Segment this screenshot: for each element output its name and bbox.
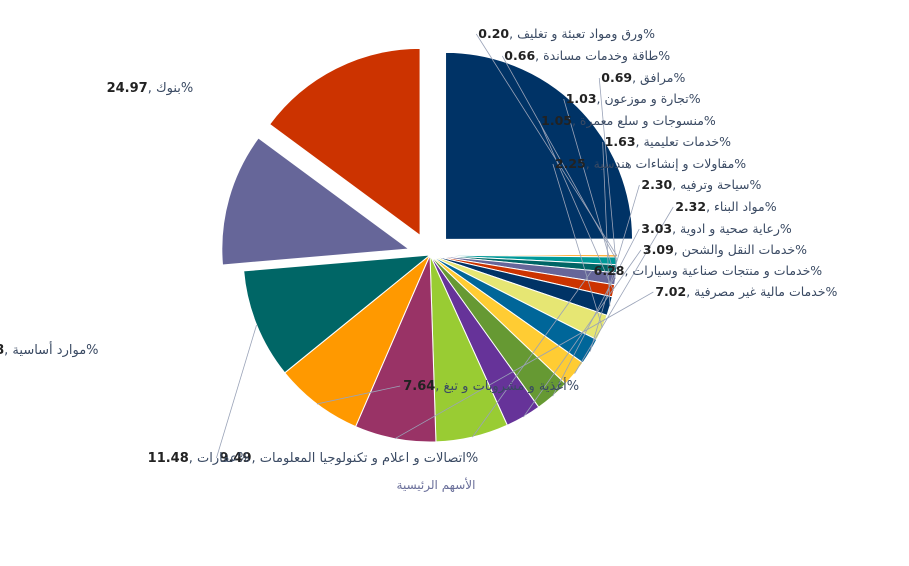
leader-line-9 — [574, 206, 674, 374]
data-label-6: %خدمات تعليمية ,1.63 — [605, 134, 731, 149]
data-label-name: %ورق ومواد تعبئة و تغليف , — [509, 26, 655, 42]
data-label-10: %رعاية صحية و ادوية ,3.03 — [641, 221, 792, 237]
data-label-name: %عقارات , — [189, 451, 250, 466]
leader-line-4 — [563, 98, 616, 279]
leader-line-8 — [589, 184, 640, 352]
data-label-value: 14.88 — [0, 343, 4, 358]
pie-slice-17 — [268, 47, 421, 237]
leader-line-14 — [316, 385, 401, 405]
data-label-name: %بنوك , — [148, 81, 194, 96]
data-label-name: %رعاية صحية و ادوية , — [672, 221, 792, 237]
leader-line-2 — [501, 55, 618, 262]
data-label-value: 0.20 — [478, 26, 509, 41]
data-labels: %بنوك ,24.97%ورق ومواد تعبئة و تغليف ,0.… — [0, 26, 838, 466]
data-label-value: 3.03 — [641, 221, 672, 236]
leader-line-15 — [216, 324, 257, 459]
leader-lines — [216, 33, 674, 459]
data-label-value: 3.09 — [643, 242, 674, 257]
data-label-0: %بنوك ,24.97 — [107, 81, 194, 96]
slices-layer — [221, 47, 634, 443]
data-label-value: 24.97 — [107, 81, 148, 96]
leader-line-13 — [394, 291, 654, 440]
data-label-5: %منسوجات و سلع معمرة ,1.05 — [541, 113, 716, 129]
pie-slice-0 — [445, 51, 634, 240]
data-label-name: %تجارة و موزعون , — [597, 91, 701, 107]
pie-slice-16 — [221, 137, 411, 266]
chart-caption: الأسهم الرئيسية — [397, 477, 476, 493]
data-label-value: 7.64 — [403, 379, 435, 394]
data-label-value: 6.28 — [594, 263, 625, 278]
data-label-value: 1.05 — [541, 113, 572, 128]
data-label-name: %مواد البناء , — [706, 199, 777, 215]
data-label-value: 9.49 — [219, 451, 251, 466]
data-label-value: 2.30 — [641, 177, 672, 192]
pie-slice-15 — [243, 254, 432, 374]
leader-line-10 — [552, 228, 640, 397]
data-label-name: %أغذية و مشروبات و تبغ , — [435, 377, 579, 394]
data-label-13: %خدمات مالية غير مصرفية ,7.02 — [655, 284, 837, 300]
data-label-name: %خدمات مالية غير مصرفية , — [686, 284, 837, 300]
data-label-name: %خدمات تعليمية , — [636, 134, 732, 149]
data-label-14: %أغذية و مشروبات و تبغ ,7.64 — [403, 377, 579, 394]
data-label-name: %خدمات و منتجات صناعية وسيارات , — [624, 263, 822, 279]
data-label-name: %منسوجات و سلع معمرة , — [572, 113, 716, 129]
data-label-value: 0.66 — [504, 48, 535, 63]
leader-line-5 — [538, 120, 614, 292]
data-label-15: %اتصالات و اعلام و تكنولوجيا المعلومات ,… — [219, 451, 478, 466]
data-label-8: %سياحة وترفيه ,2.30 — [641, 177, 761, 193]
data-label-4: %تجارة و موزعون ,1.03 — [566, 91, 701, 107]
data-label-name: %طاقة وخدمات مساندة , — [535, 48, 670, 64]
data-label-9: %مواد البناء ,2.32 — [675, 199, 776, 215]
data-label-11: %خدمات النقل والشحن ,3.09 — [643, 242, 807, 258]
data-label-3: %مرافق ,0.69 — [601, 70, 685, 86]
data-label-value: 11.48 — [148, 451, 189, 466]
leader-line-7 — [552, 163, 603, 328]
data-label-7: %مقاولات و إنشاءات هندسية ,2.25 — [555, 156, 746, 172]
leader-line-3 — [598, 77, 617, 269]
data-label-value: 1.03 — [566, 91, 597, 106]
data-label-value: 2.32 — [675, 199, 706, 214]
data-label-name: %مرافق , — [632, 70, 685, 86]
data-label-value: 1.63 — [605, 134, 636, 149]
data-label-name: %مقاولات و إنشاءات هندسية , — [586, 156, 747, 172]
data-label-value: 0.69 — [601, 70, 632, 85]
data-label-name: %اتصالات و اعلام و تكنولوجيا المعلومات , — [252, 451, 479, 466]
leader-line-6 — [602, 141, 611, 307]
data-label-12: %خدمات و منتجات صناعية وسيارات ,6.28 — [594, 263, 823, 279]
data-label-16: %عقارات ,11.48 — [148, 451, 250, 466]
data-label-name: %موارد أساسية , — [4, 341, 98, 358]
data-label-1: %ورق ومواد تعبئة و تغليف ,0.20 — [478, 26, 655, 42]
data-label-value: 7.02 — [655, 284, 686, 299]
data-label-2: %طاقة وخدمات مساندة ,0.66 — [504, 48, 670, 64]
data-label-name: %خدمات النقل والشحن , — [674, 242, 807, 258]
data-label-name: %سياحة وترفيه , — [672, 177, 761, 193]
leader-line-11 — [523, 249, 642, 418]
leader-line-12 — [472, 270, 592, 438]
data-label-value: 2.25 — [555, 156, 586, 171]
data-label-17: %موارد أساسية ,14.88 — [0, 341, 99, 358]
